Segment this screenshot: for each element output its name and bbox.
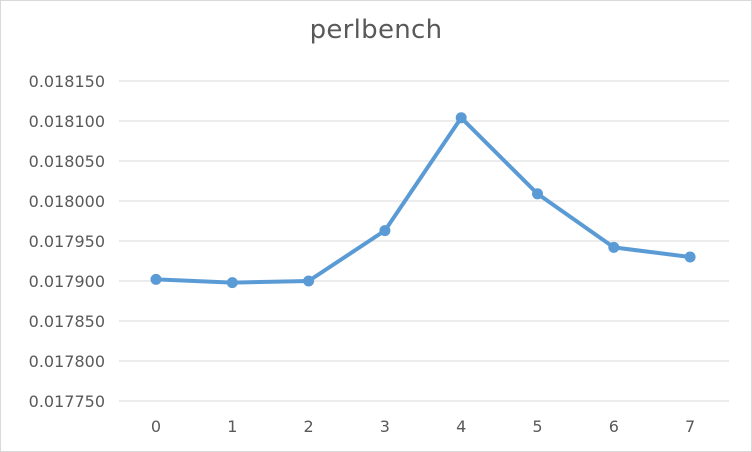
x-tick-label: 6 (609, 417, 619, 436)
x-tick-label: 7 (685, 417, 695, 436)
data-point (608, 241, 620, 253)
data-point (379, 225, 391, 237)
y-tick-label: 0.017900 (29, 272, 105, 291)
x-tick-label: 4 (456, 417, 466, 436)
x-tick-label: 3 (380, 417, 390, 436)
data-point (684, 251, 696, 263)
y-tick-label: 0.017950 (29, 232, 105, 251)
chart-title: perlbench (309, 15, 443, 45)
x-axis-tick-labels: 0 1 2 3 4 5 6 7 (151, 417, 695, 436)
x-tick-label: 1 (227, 417, 237, 436)
data-point (226, 277, 238, 289)
y-axis-tick-labels: 0.017750 0.017800 0.017850 0.017900 0.017950… (29, 72, 105, 411)
y-tick-label: 0.018050 (29, 152, 105, 171)
data-point (150, 273, 162, 285)
data-point (532, 188, 543, 200)
data-point (303, 275, 315, 287)
y-tick-label: 0.017800 (29, 352, 105, 371)
series-layer (150, 112, 696, 289)
y-tick-label: 0.018150 (29, 72, 105, 91)
x-tick-label: 0 (151, 417, 161, 436)
x-tick-label: 5 (532, 417, 542, 436)
gridlines (119, 80, 729, 402)
y-tick-label: 0.017850 (29, 312, 105, 331)
series-line (154, 115, 693, 285)
data-point (455, 112, 467, 124)
y-tick-label: 0.017750 (29, 392, 105, 411)
y-tick-label: 0.018000 (29, 192, 105, 211)
y-tick-label: 0.018100 (29, 112, 105, 131)
x-tick-label: 2 (304, 417, 314, 436)
